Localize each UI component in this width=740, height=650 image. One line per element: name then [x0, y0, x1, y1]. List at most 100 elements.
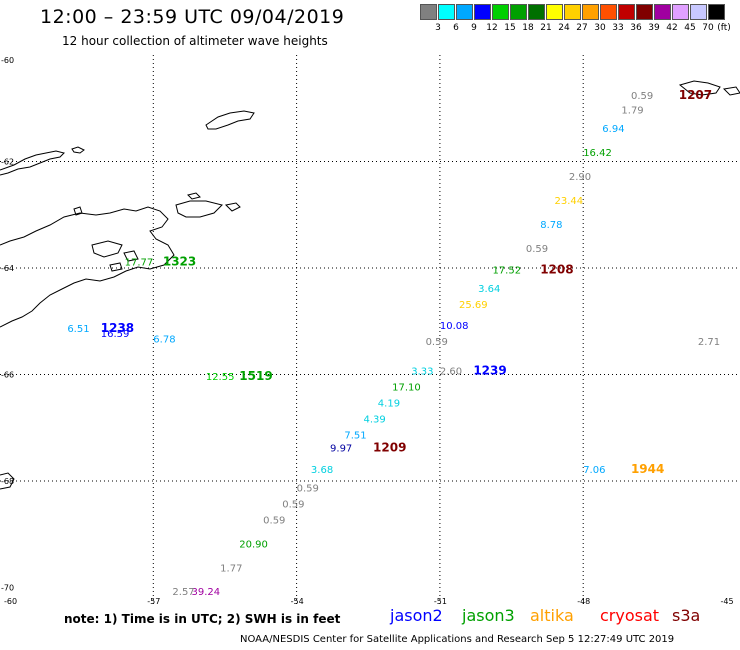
- scale-swatch: [420, 4, 437, 20]
- pass-time-label: 1323: [163, 254, 196, 268]
- scale-swatch: [708, 4, 725, 20]
- pass-time-label: 1238: [101, 321, 134, 335]
- island-coastline: [187, 192, 201, 200]
- wave-height-value: 17.52: [492, 265, 521, 276]
- latitude-label: -64: [1, 264, 14, 273]
- island-coastline: [678, 80, 721, 96]
- wave-height-value: 39.24: [192, 587, 221, 598]
- scale-swatch: [438, 4, 455, 20]
- longitude-label: -57: [147, 597, 160, 605]
- scale-unit: (ft): [717, 23, 731, 33]
- wave-height-value: 4.39: [363, 414, 385, 425]
- island-coastline: [91, 240, 123, 258]
- scale-label: 12: [486, 23, 498, 33]
- scale-swatch: [546, 4, 563, 20]
- legend-entry-altika: altika: [530, 606, 574, 625]
- wave-height-value: 3.64: [478, 284, 500, 295]
- scale-swatch: [474, 4, 491, 20]
- scale-label: 36: [630, 23, 642, 33]
- wave-height-value: 9.97: [330, 444, 352, 455]
- scale-swatch: [672, 4, 689, 20]
- wave-height-value: 2.71: [698, 337, 720, 348]
- wave-height-value: 6.51: [67, 324, 89, 335]
- latitude-label: -60: [1, 56, 14, 65]
- scale-swatch: [582, 4, 599, 20]
- wave-height-value: 1.79: [621, 106, 643, 117]
- scale-label: 45: [684, 23, 696, 33]
- island-coastline: [205, 110, 255, 130]
- wave-height-value: 6.94: [602, 124, 624, 135]
- scale-label: 9: [471, 23, 477, 33]
- scale-swatch: [510, 4, 527, 20]
- altimeter-map: -60 -62 -64 -66 -68 -70 -60 -57 -54 -51 -48 -45 0.5…: [0, 55, 740, 605]
- wave-height-value: 0.59: [297, 484, 319, 495]
- wave-height-value: 8.78: [540, 220, 562, 231]
- axis-labels: -60 -62 -64 -66 -68 -70 -60 -57 -54 -51 -48 -45: [1, 56, 734, 605]
- scale-label: 21: [540, 23, 552, 33]
- wave-height-value: 0.59: [631, 91, 653, 102]
- wave-height-value: 3.68: [311, 465, 333, 476]
- island-coastline: [0, 150, 65, 176]
- latitude-label: -68: [1, 477, 14, 486]
- longitude-label: -60: [4, 597, 17, 605]
- island-coastline: [123, 250, 139, 262]
- latitude-label: -70: [1, 584, 14, 593]
- map-title: 12:00 – 23:59 UTC 09/04/2019: [40, 6, 345, 28]
- units-note: note: 1) Time is in UTC; 2) SWH is in fe…: [64, 612, 341, 626]
- pass-time-label: 1239: [473, 364, 506, 378]
- wave-height-value: 10.08: [440, 321, 469, 332]
- legend-entry-jason3: jason3: [462, 606, 515, 625]
- scale-label: 27: [576, 23, 588, 33]
- wave-height-value: 25.69: [459, 300, 488, 311]
- wave-height-value: 2.57: [172, 587, 194, 598]
- scale-swatch: [636, 4, 653, 20]
- scale-swatch: [618, 4, 635, 20]
- pass-time-label: 1209: [373, 441, 406, 455]
- wave-height-value: 0.59: [263, 516, 285, 527]
- wave-height-value: 4.19: [378, 398, 400, 409]
- graticule: [0, 55, 740, 605]
- scale-swatch: [528, 4, 545, 20]
- wave-height-value: 3.33: [411, 367, 433, 378]
- wave-height-value: 2.90: [569, 172, 591, 183]
- island-coastline: [0, 472, 15, 490]
- wave-height-observations: 0.59 1207 1.79 6.94 16.42 2.90 23.44 8.78 0.59 17…: [67, 88, 720, 598]
- scale-label: 39: [648, 23, 660, 33]
- map-subtitle: 12 hour collection of altimeter wave hei…: [62, 34, 328, 48]
- wave-height-value: 17.10: [392, 382, 421, 393]
- longitude-label: -48: [577, 597, 590, 605]
- scale-swatch: [564, 4, 581, 20]
- scale-label: 70: [702, 23, 714, 33]
- wave-height-value: 7.51: [344, 430, 366, 441]
- latitude-label: -66: [1, 371, 14, 380]
- wave-height-value: 16.42: [583, 148, 612, 159]
- wave-height-value: 0.59: [282, 500, 304, 511]
- scale-label: 18: [522, 23, 534, 33]
- longitude-label: -54: [291, 597, 304, 605]
- scale-label: 24: [558, 23, 570, 33]
- credit-line: NOAA/NESDIS Center for Satellite Applica…: [240, 634, 675, 645]
- scale-label: 3: [435, 23, 441, 33]
- peninsula-coastline: [0, 206, 175, 328]
- wave-height-value: 17.77: [125, 257, 154, 268]
- wave-height-value: 23.44: [555, 196, 584, 207]
- wave-height-value: 0.59: [526, 244, 548, 255]
- scale-label: 42: [666, 23, 678, 33]
- island-coastline: [224, 202, 241, 212]
- pass-time-label: 1944: [631, 462, 664, 476]
- legend-entry-s3a: s3a: [672, 606, 701, 625]
- island-coastline: [175, 200, 223, 218]
- legend-entry-cryosat: cryosat: [600, 606, 660, 625]
- island-coastline: [71, 146, 85, 154]
- wave-height-value: 12.55: [206, 372, 235, 383]
- wave-height-value: 16.59: [101, 329, 130, 340]
- scale-label: 30: [594, 23, 606, 33]
- scale-label: 15: [504, 23, 516, 33]
- island-coastline: [109, 262, 123, 272]
- wave-height-value: 6.78: [153, 335, 175, 346]
- pass-time-label: 1208: [540, 262, 573, 276]
- coastline: [0, 80, 740, 490]
- scale-swatch: [492, 4, 509, 20]
- wave-height-value: 7.06: [583, 465, 605, 476]
